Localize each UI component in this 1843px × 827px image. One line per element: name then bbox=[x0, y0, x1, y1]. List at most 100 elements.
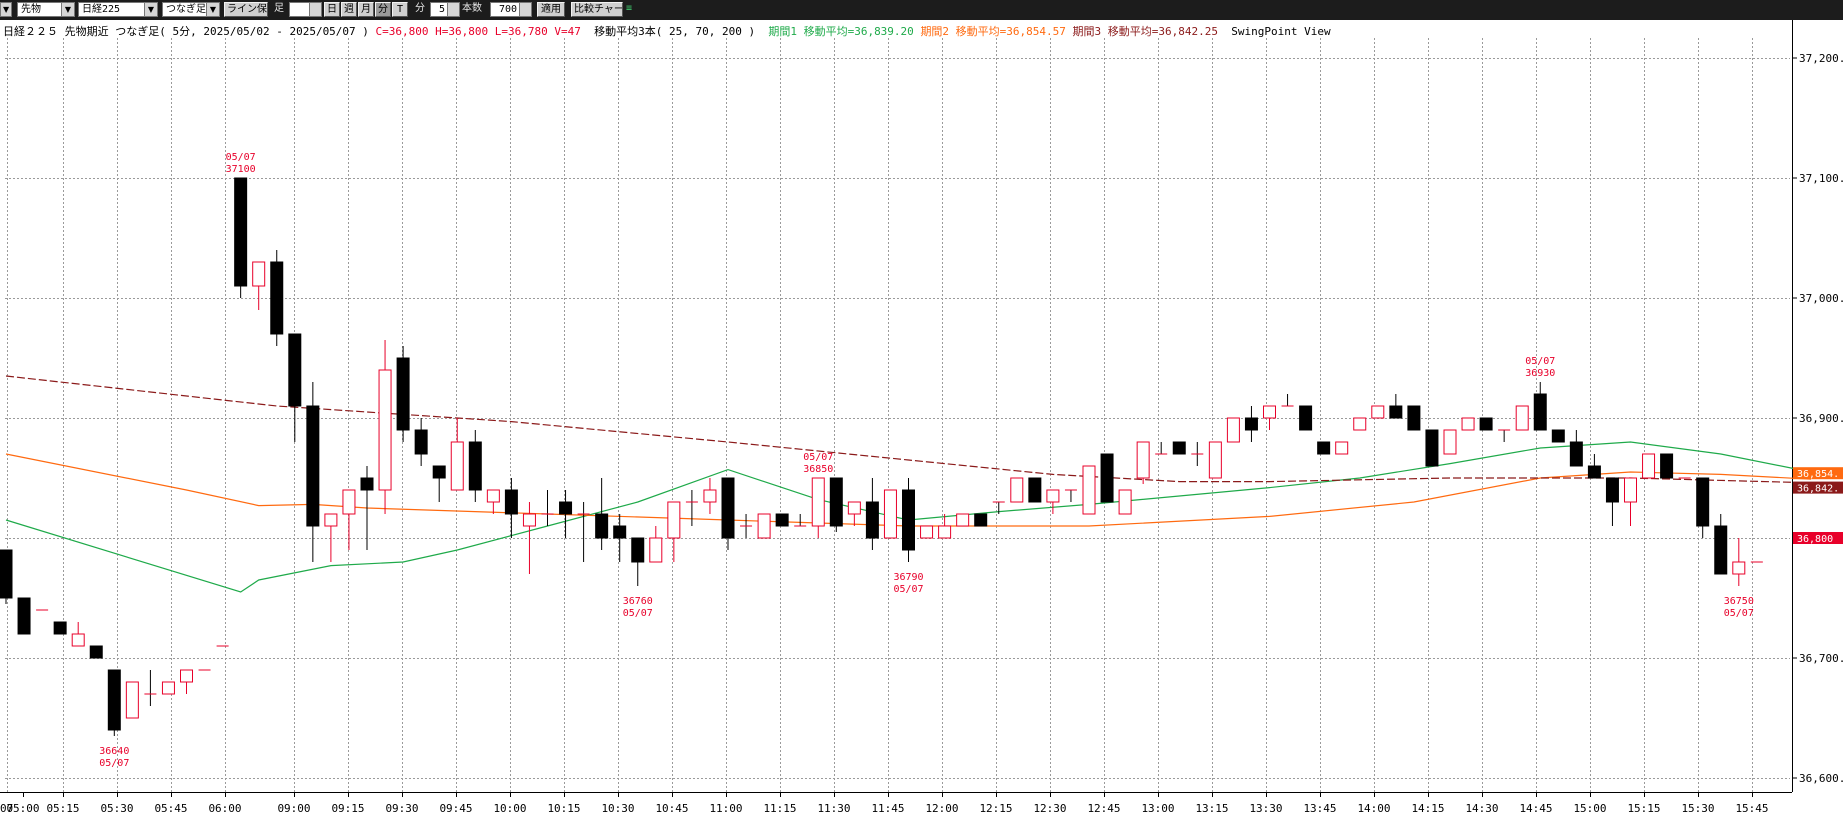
candle-body bbox=[1425, 429, 1439, 467]
candle bbox=[757, 513, 771, 539]
minute-field[interactable]: 5 bbox=[430, 2, 460, 17]
candle bbox=[161, 681, 175, 695]
candle-body bbox=[1010, 477, 1024, 503]
swing-point-label: 05/07 bbox=[99, 758, 129, 769]
candle bbox=[974, 513, 988, 527]
y-tick-label: 37,100. bbox=[1799, 172, 1843, 185]
count-field[interactable]: 700 bbox=[490, 2, 532, 17]
spinner-icon[interactable] bbox=[519, 3, 531, 16]
market-select[interactable]: 先物 ▼ bbox=[17, 2, 75, 17]
minute-field-value: 5 bbox=[438, 4, 445, 15]
candle-body bbox=[504, 489, 518, 515]
x-tick-label: 15:45 bbox=[1735, 802, 1768, 815]
candle bbox=[811, 477, 825, 538]
candle-body bbox=[974, 513, 988, 527]
x-tick-label: 09:30 bbox=[385, 802, 418, 815]
candle bbox=[1732, 538, 1746, 586]
candle bbox=[1660, 453, 1674, 479]
candle bbox=[71, 622, 85, 647]
candle bbox=[1479, 417, 1493, 431]
x-tick-label: 15:30 bbox=[1681, 802, 1714, 815]
candle bbox=[1353, 417, 1367, 431]
candle-body bbox=[1226, 417, 1240, 443]
candle-body bbox=[1714, 525, 1728, 575]
swing-point-label: 36850 bbox=[803, 464, 833, 475]
x-tick-label: 05:15 bbox=[46, 802, 79, 815]
x-tick-label: 11:00 bbox=[709, 802, 742, 815]
spinner-icon[interactable] bbox=[309, 3, 321, 16]
candle bbox=[1642, 453, 1656, 479]
candle-body bbox=[1100, 453, 1114, 503]
minute-button[interactable]: 分 bbox=[375, 2, 391, 17]
swing-point-label: 36750 bbox=[1724, 596, 1754, 607]
candle-body bbox=[829, 477, 843, 527]
candle-body bbox=[0, 549, 13, 599]
contract-select[interactable]: つなぎ足 ▼ bbox=[162, 2, 220, 17]
chevron-down-icon: ▼ bbox=[3, 5, 10, 14]
ma3-label: 期間3 移動平均=36,842.25 bbox=[1072, 25, 1219, 38]
candle bbox=[631, 537, 645, 586]
tick-button[interactable]: T bbox=[392, 2, 408, 17]
candle bbox=[775, 513, 789, 527]
x-tick-label: 05:00 bbox=[6, 802, 39, 815]
candle bbox=[1118, 489, 1132, 515]
candle bbox=[1100, 453, 1114, 503]
x-tick-label: 07 bbox=[0, 802, 13, 815]
indicator-icon[interactable]: ≡ bbox=[626, 3, 633, 14]
candle-body bbox=[775, 513, 789, 527]
candle-body bbox=[1244, 417, 1258, 431]
x-tick-label: 14:30 bbox=[1465, 802, 1498, 815]
index-select[interactable]: 日経225 ▼ bbox=[78, 2, 158, 17]
menu-dropdown[interactable]: ▼ bbox=[0, 2, 12, 17]
candle bbox=[378, 340, 392, 514]
apply-button[interactable]: 適用 bbox=[537, 2, 565, 17]
bar-count-field[interactable] bbox=[289, 2, 322, 17]
toolbar: ▼ 先物▼ 日経225▼ つなぎ足▼ ライン保存 足 日 週 月 分 T 分 5… bbox=[0, 0, 1843, 20]
candle bbox=[107, 669, 121, 736]
x-tick-label: 10:30 bbox=[601, 802, 634, 815]
candle-body bbox=[1515, 405, 1529, 431]
candle bbox=[740, 514, 753, 538]
month-button[interactable]: 月 bbox=[358, 2, 374, 17]
ma-line bbox=[5, 375, 1812, 484]
price-tag-box bbox=[1793, 532, 1843, 544]
candle bbox=[1714, 514, 1728, 575]
candle-body bbox=[360, 477, 374, 491]
line-save-button[interactable]: ライン保存 bbox=[224, 2, 268, 17]
candle-body bbox=[1118, 489, 1132, 515]
day-button[interactable]: 日 bbox=[324, 2, 340, 17]
candle bbox=[559, 490, 573, 538]
compare-chart-button[interactable]: 比較チャート bbox=[571, 2, 623, 17]
swing-point-label: 05/07 bbox=[1724, 608, 1754, 619]
candle bbox=[613, 514, 627, 562]
candle-body bbox=[559, 501, 573, 515]
candle-body bbox=[757, 513, 771, 539]
price-tag-label: 36,800 bbox=[1797, 534, 1833, 545]
candle bbox=[270, 250, 284, 346]
candle bbox=[1028, 477, 1042, 503]
candle-body bbox=[1317, 441, 1331, 455]
candle-body bbox=[938, 525, 952, 539]
contract-select-value: つなぎ足 bbox=[166, 4, 206, 15]
candle bbox=[1587, 454, 1601, 479]
spinner-icon[interactable] bbox=[447, 3, 459, 16]
chevron-down-icon: ▼ bbox=[61, 3, 74, 16]
candle bbox=[0, 549, 13, 604]
candle-body bbox=[306, 405, 320, 527]
candle bbox=[1191, 442, 1204, 466]
minute-label: 分 bbox=[415, 3, 425, 14]
candle-body bbox=[1299, 405, 1313, 431]
candles bbox=[0, 177, 1763, 736]
week-button[interactable]: 週 bbox=[341, 2, 357, 17]
candle bbox=[667, 501, 681, 562]
candle-body bbox=[1028, 477, 1042, 503]
count-field-value: 700 bbox=[498, 4, 517, 15]
candle-body bbox=[378, 369, 392, 491]
candle bbox=[938, 514, 952, 539]
candle-body bbox=[1353, 417, 1367, 431]
candle bbox=[1407, 405, 1421, 431]
candle bbox=[360, 466, 374, 550]
candle bbox=[721, 477, 735, 550]
candle-body bbox=[1551, 429, 1565, 443]
